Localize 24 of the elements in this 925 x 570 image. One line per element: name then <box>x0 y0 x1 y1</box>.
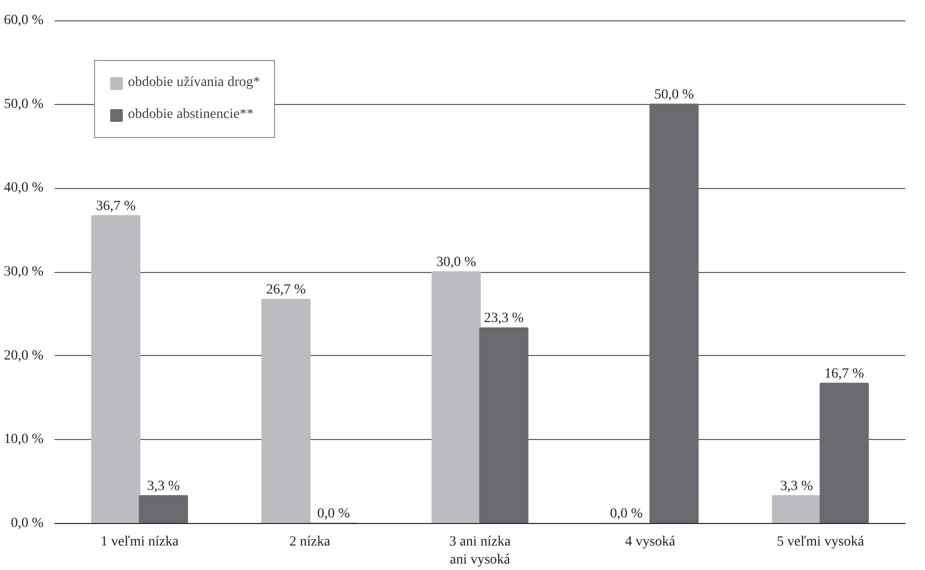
x-tick-label: 5 veľmi vysoká <box>776 534 865 550</box>
data-label: 16,7 % <box>824 366 864 382</box>
y-tick-label: 30,0 % <box>4 264 44 280</box>
data-label: 30,0 % <box>436 255 476 270</box>
legend-label: obdobie užívania drog* <box>128 75 260 91</box>
data-label: 50,0 % <box>654 87 694 102</box>
y-tick-label: 0,0 % <box>10 516 44 531</box>
data-label: 23,3 % <box>484 311 524 326</box>
data-label: 26,7 % <box>266 282 306 298</box>
x-tick-label: 2 nízka <box>289 534 331 550</box>
y-tick-label: 60,0 % <box>4 13 44 28</box>
data-label: 3,3 % <box>780 478 814 494</box>
data-label: 3,3 % <box>147 478 180 494</box>
x-tick-label: 4 vysoká <box>625 534 676 550</box>
y-tick-label: 20,0 % <box>4 348 44 364</box>
x-tick-label: 3 ani nízka ani vysoká <box>449 534 512 568</box>
data-label: 36,7 % <box>96 198 136 214</box>
data-label: 0,0 % <box>610 506 644 522</box>
y-tick-label: 10,0 % <box>4 432 44 448</box>
legend-label: obdobie abstinencie** <box>128 107 254 123</box>
y-tick-label: 40,0 % <box>4 180 44 196</box>
data-label: 0,0 % <box>317 506 350 522</box>
x-tick-label: 1 veľmi nízka <box>100 534 180 550</box>
y-tick-label: 50,0 % <box>4 96 44 112</box>
